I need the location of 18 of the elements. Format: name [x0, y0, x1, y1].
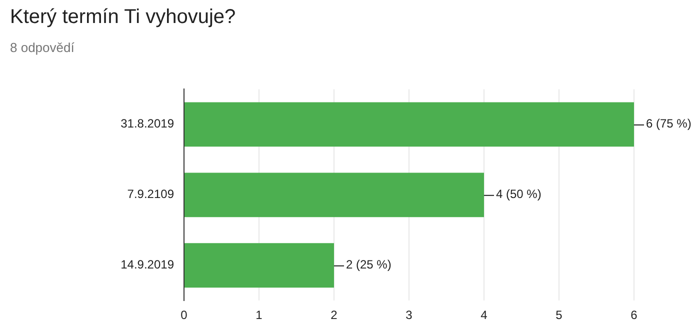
- data-label: 2 (25 %): [346, 258, 392, 272]
- y-tick-label: 14.9.2019: [120, 258, 174, 272]
- text: 8 odpovědí: [10, 40, 74, 55]
- bar: [184, 243, 334, 288]
- x-tick-label: 6: [630, 308, 638, 322]
- bar: [184, 172, 484, 218]
- x-tick-label: 1: [256, 308, 263, 322]
- x-tick-label: 3: [406, 308, 413, 322]
- data-label: 4 (50 %): [496, 187, 542, 202]
- bar: [184, 102, 634, 147]
- chart-title: Který termín Ti vyhovuje?: [10, 6, 236, 29]
- y-tick-label: 7.9.2109: [127, 187, 174, 202]
- x-tick-label: 0: [180, 308, 188, 322]
- x-tick-label: 2: [330, 308, 338, 322]
- x-tick-label: 4: [480, 308, 488, 322]
- y-tick-label: 31.8.2019: [120, 116, 174, 131]
- x-tick-label: 5: [556, 308, 563, 322]
- data-label: 6 (75 %): [646, 116, 692, 131]
